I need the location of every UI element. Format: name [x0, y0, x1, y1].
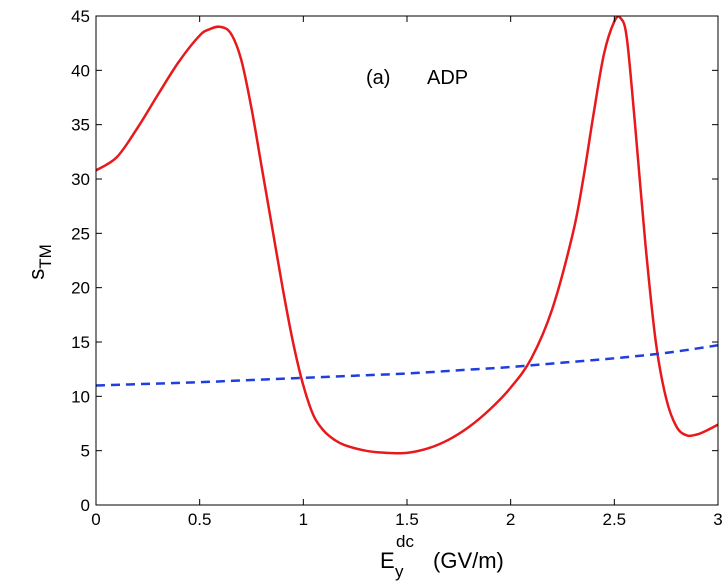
- y-tick-label: 5: [81, 442, 90, 461]
- x-tick-label: 3: [713, 510, 722, 529]
- x-axis-label-unit: (GV/m): [433, 548, 504, 573]
- y-tick-label: 10: [71, 387, 90, 406]
- y-tick-label: 40: [71, 61, 90, 80]
- series-layer: [96, 16, 718, 455]
- y-tick-label: 0: [81, 496, 90, 515]
- y-axis-label-sub: TM: [36, 244, 55, 269]
- x-tick-label: 0: [91, 510, 100, 529]
- x-tick-label: 1.5: [395, 510, 419, 529]
- material-label: ADP: [427, 67, 468, 89]
- y-axis-label: sTM: [24, 244, 55, 280]
- x-tick-label: 0.5: [188, 510, 212, 529]
- x-axis-label-main: E: [380, 548, 395, 573]
- x-tick-label: 1: [299, 510, 308, 529]
- panel-label: (a): [366, 67, 390, 89]
- x-tick-label: 2: [506, 510, 515, 529]
- x-tick-label: 2.5: [603, 510, 627, 529]
- y-tick-label: 25: [71, 224, 90, 243]
- x-axis-label-sub: y: [395, 562, 404, 581]
- y-tick-label: 20: [71, 279, 90, 298]
- svg-text:sTM: sTM: [24, 244, 55, 280]
- x-axis-label-sup: dc: [396, 532, 414, 551]
- series-line-solid: [96, 16, 718, 455]
- plot-frame: [95, 15, 719, 506]
- series-line-dashed: [96, 344, 718, 387]
- y-tick-label: 45: [71, 7, 90, 26]
- y-tick-label: 35: [71, 116, 90, 135]
- x-axis-label: E dc y (GV/m): [380, 532, 504, 581]
- y-axis-label-main: s: [24, 269, 49, 280]
- y-tick-label: 15: [71, 333, 90, 352]
- y-tick-label: 30: [71, 170, 90, 189]
